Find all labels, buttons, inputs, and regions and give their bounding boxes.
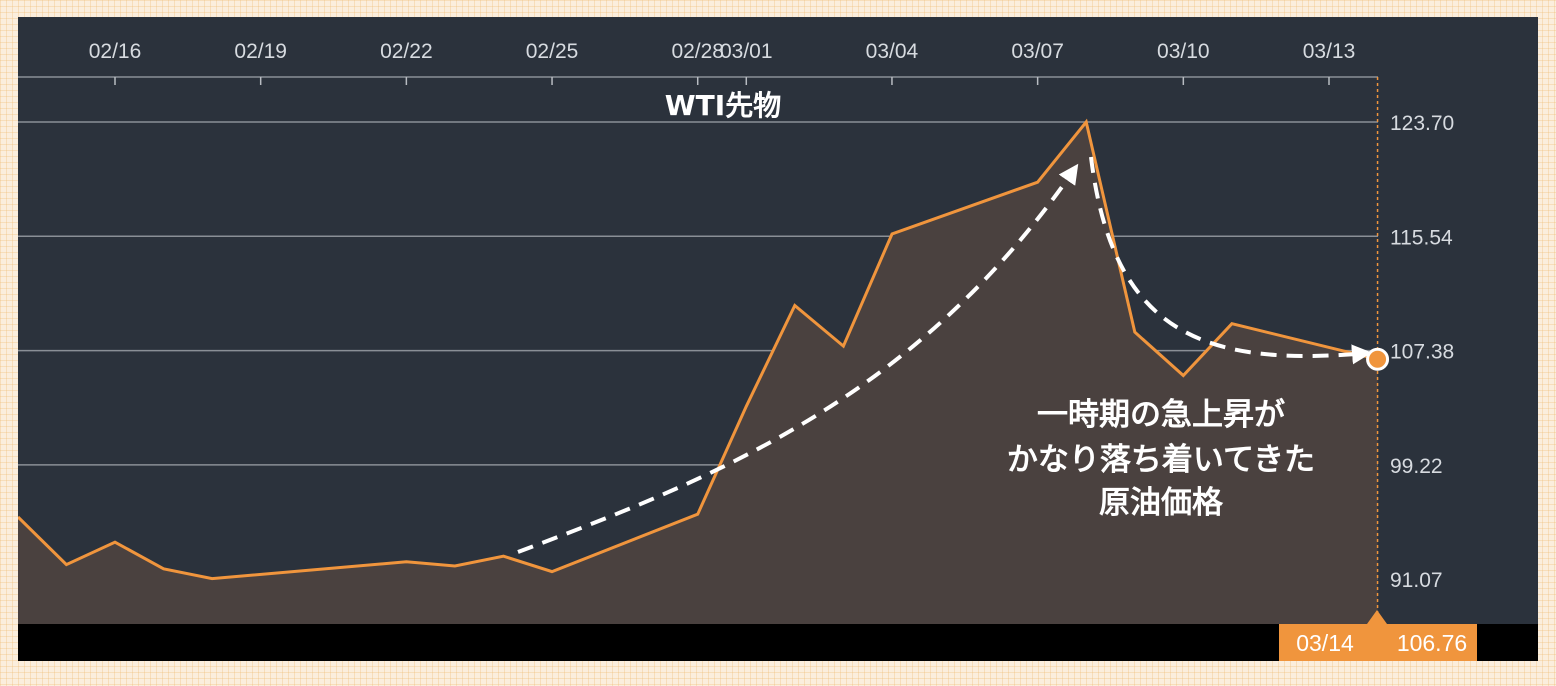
x-tick-label: 03/07 — [1011, 40, 1064, 63]
x-tick-label: 03/13 — [1303, 40, 1356, 63]
x-tick-label: 02/19 — [234, 40, 287, 63]
chart-title: WTI先物 — [665, 89, 781, 122]
latest-date-label: 03/14 — [1296, 630, 1354, 656]
y-tick-label: 91.07 — [1390, 569, 1443, 592]
annotation-line-2: かなり落ち着いてきた — [1007, 442, 1315, 478]
latest-value-label: 106.76 — [1397, 630, 1467, 656]
x-tick-label: 03/10 — [1157, 40, 1210, 63]
x-tick-label: 03/04 — [866, 40, 919, 63]
price-area-fill — [18, 122, 1378, 624]
price-line — [18, 118, 1378, 581]
latest-price-marker — [1366, 347, 1390, 371]
annotation-line-1: 一時期の急上昇が — [1037, 397, 1285, 433]
x-tick-label: 02/22 — [380, 40, 433, 63]
x-tick-label: 02/25 — [526, 40, 579, 63]
fall-trend-arrow — [1089, 156, 1372, 365]
y-tick-label: 115.54 — [1390, 226, 1453, 249]
y-tick-label: 123.70 — [1390, 112, 1454, 135]
rise-trend-arrow — [517, 163, 1079, 554]
y-tick-label: 107.38 — [1390, 341, 1454, 364]
badge-pointer — [1367, 610, 1387, 624]
x-tick-label: 02/16 — [89, 40, 142, 63]
y-tick-label: 99.22 — [1390, 455, 1443, 478]
y-axis-ticks: 123.70 115.54 107.38 99.22 91.07 — [1390, 112, 1454, 592]
latest-value-badge: 03/14 106.76 — [1279, 610, 1477, 661]
chart-panel: 02/16 02/19 02/22 02/25 02/28 03/01 03/04 03/07… — [18, 17, 1538, 661]
x-tick-label: 03/01 — [720, 40, 773, 63]
annotation-line-3: 原油価格 — [1099, 485, 1224, 521]
x-tick-label: 02/28 — [671, 40, 724, 63]
badge-background — [1279, 624, 1477, 661]
